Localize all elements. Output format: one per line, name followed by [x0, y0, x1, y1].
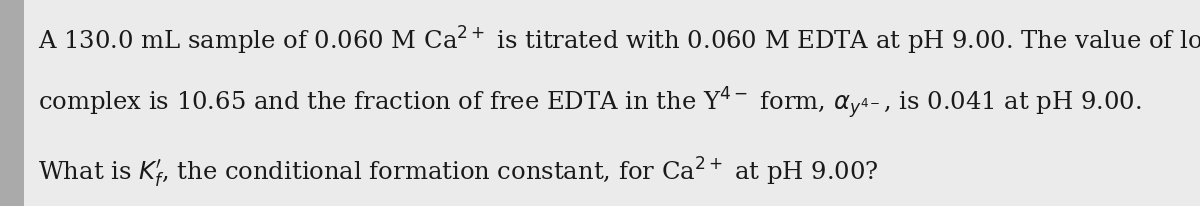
Text: A 130.0 mL sample of 0.060 M Ca$^{2+}$ is titrated with 0.060 M EDTA at pH 9.00.: A 130.0 mL sample of 0.060 M Ca$^{2+}$ i… [38, 25, 1200, 57]
Bar [0, 0, 24, 206]
Text: What is $K_f^{\prime}$, the conditional formation constant, for Ca$^{2+}$ at pH : What is $K_f^{\prime}$, the conditional … [38, 156, 878, 190]
Text: complex is 10.65 and the fraction of free EDTA in the Y$^{4-}$ form, $\alpha_{y^: complex is 10.65 and the fraction of fre… [38, 85, 1142, 121]
